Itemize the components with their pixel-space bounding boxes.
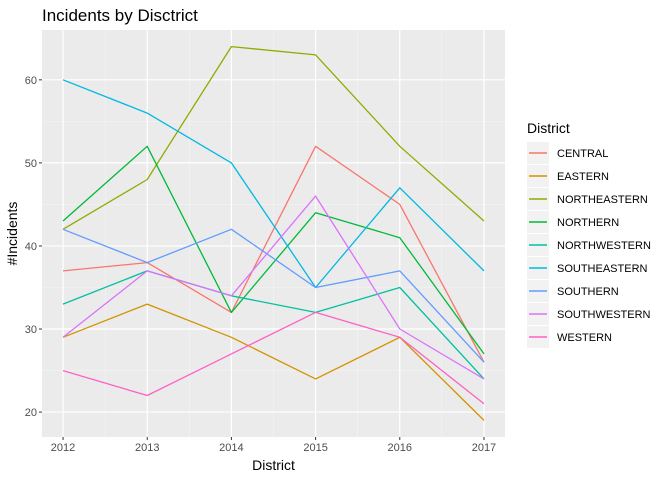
major-gridlines	[42, 30, 505, 437]
x-tick-label: 2016	[388, 442, 412, 454]
y-tick-label: 60	[25, 75, 37, 87]
legend-item-western: WESTERN	[527, 326, 612, 348]
legend-item-northwestern: NORTHWESTERN	[527, 234, 651, 256]
legend-label: EASTERN	[557, 171, 609, 183]
x-tick-label: 2012	[51, 442, 75, 454]
x-tick-label: 2013	[135, 442, 159, 454]
legend-label: NORTHERN	[557, 217, 619, 229]
legend-label: NORTHEASTERN	[557, 194, 648, 206]
x-axis: 2012 2013 2014 2015 2016 2017	[51, 437, 496, 454]
y-axis: 20 30 40 50 60	[25, 75, 42, 419]
y-tick-label: 30	[25, 324, 37, 336]
y-axis-title: #Incidents	[4, 202, 20, 266]
legend: District CENTRAL EASTERN NORTHEASTERN NORTH…	[527, 120, 651, 348]
series-line-southwestern	[62, 195, 485, 380]
x-axis-title: District	[252, 457, 295, 473]
series-line-northwestern	[62, 270, 485, 380]
series-line-western	[62, 311, 485, 405]
legend-label: SOUTHERN	[557, 286, 619, 298]
y-tick-label: 50	[25, 158, 37, 170]
series-line-eastern	[62, 303, 485, 421]
legend-label: WESTERN	[557, 332, 612, 344]
series-line-northern	[62, 145, 485, 355]
series-line-central	[62, 145, 485, 363]
x-tick-label: 2015	[303, 442, 327, 454]
legend-item-southeastern: SOUTHEASTERN	[527, 257, 648, 279]
legend-item-southwestern: SOUTHWESTERN	[527, 303, 651, 325]
legend-item-eastern: EASTERN	[527, 165, 609, 187]
legend-item-central: CENTRAL	[527, 142, 608, 164]
series-line-southeastern	[62, 79, 485, 289]
minor-gridlines	[42, 30, 505, 437]
series-line-northeastern	[62, 45, 485, 230]
x-tick-label: 2014	[219, 442, 243, 454]
legend-label: SOUTHEASTERN	[557, 263, 648, 275]
legend-title: District	[527, 120, 570, 136]
legend-items: CENTRAL EASTERN NORTHEASTERN NORTHERN NORTHW…	[527, 142, 651, 348]
x-tick-label: 2017	[472, 442, 496, 454]
y-tick-label: 20	[25, 407, 37, 419]
series-lines	[62, 45, 485, 421]
series-line-southern	[62, 228, 485, 363]
legend-item-northeastern: NORTHEASTERN	[527, 188, 648, 210]
y-tick-label: 40	[25, 241, 37, 253]
legend-item-northern: NORTHERN	[527, 211, 619, 233]
legend-label: NORTHWESTERN	[557, 240, 651, 252]
legend-label: CENTRAL	[557, 148, 608, 160]
legend-label: SOUTHWESTERN	[557, 309, 651, 321]
chart-title: Incidents by Disctrict	[42, 6, 198, 25]
legend-item-southern: SOUTHERN	[527, 280, 619, 302]
